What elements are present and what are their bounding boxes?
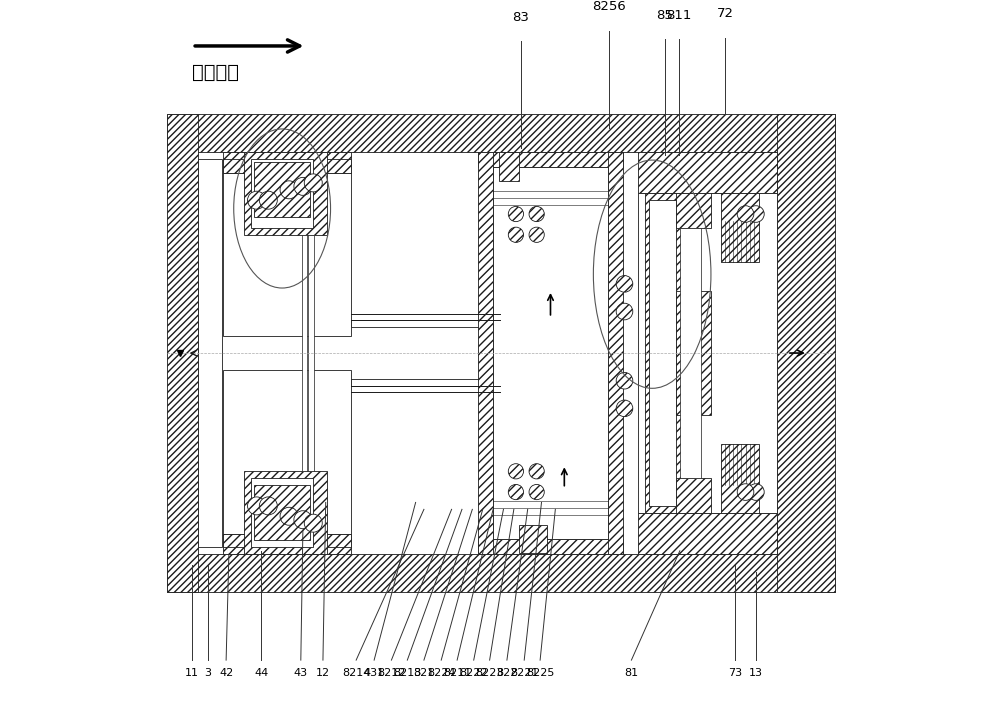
Bar xyxy=(254,485,310,541)
Text: 8211: 8211 xyxy=(443,669,471,678)
Bar xyxy=(680,228,701,478)
Text: 8225: 8225 xyxy=(526,669,554,678)
Circle shape xyxy=(304,174,322,192)
Circle shape xyxy=(529,207,544,221)
Text: 13: 13 xyxy=(749,669,763,678)
Bar xyxy=(198,159,222,548)
Circle shape xyxy=(616,303,633,320)
Circle shape xyxy=(748,206,764,222)
Circle shape xyxy=(737,206,754,222)
Circle shape xyxy=(529,227,544,243)
Circle shape xyxy=(616,400,633,417)
Text: 压缩冲程: 压缩冲程 xyxy=(192,63,239,82)
Circle shape xyxy=(529,484,544,500)
Bar xyxy=(499,152,519,181)
Circle shape xyxy=(304,514,322,532)
Circle shape xyxy=(294,177,312,195)
Bar xyxy=(721,444,759,512)
Text: 12: 12 xyxy=(316,669,330,678)
Bar xyxy=(254,162,310,217)
Text: 8213: 8213 xyxy=(393,669,421,678)
Text: 44: 44 xyxy=(254,669,269,678)
Bar xyxy=(223,159,254,172)
Text: 72: 72 xyxy=(717,7,734,20)
Text: 821: 821 xyxy=(413,669,435,678)
Bar xyxy=(676,291,711,415)
Bar xyxy=(721,193,759,262)
Text: 8214: 8214 xyxy=(342,669,370,678)
Bar xyxy=(223,534,351,554)
Circle shape xyxy=(294,510,312,529)
Circle shape xyxy=(259,497,277,515)
Bar xyxy=(478,539,623,554)
Bar xyxy=(638,512,777,554)
Circle shape xyxy=(737,484,754,501)
Bar xyxy=(676,478,711,512)
Circle shape xyxy=(616,373,633,389)
Bar xyxy=(167,114,835,152)
Text: 85: 85 xyxy=(656,8,673,22)
Bar xyxy=(223,172,351,336)
Circle shape xyxy=(529,464,544,479)
Bar xyxy=(676,193,711,228)
Bar xyxy=(223,152,351,172)
Circle shape xyxy=(508,484,524,500)
Text: 83: 83 xyxy=(512,11,529,24)
Circle shape xyxy=(508,207,524,221)
Bar xyxy=(251,159,313,228)
Text: 81: 81 xyxy=(624,669,638,678)
Circle shape xyxy=(248,191,266,209)
Bar xyxy=(320,159,351,172)
Circle shape xyxy=(616,276,633,292)
Text: 43: 43 xyxy=(294,669,308,678)
Circle shape xyxy=(248,497,266,515)
Circle shape xyxy=(280,181,298,199)
Text: 8256: 8256 xyxy=(592,1,625,13)
Bar xyxy=(223,370,351,534)
Bar xyxy=(478,152,493,554)
Bar xyxy=(645,193,683,512)
Circle shape xyxy=(280,508,298,525)
Bar xyxy=(302,235,307,471)
Circle shape xyxy=(748,484,764,501)
Text: 822: 822 xyxy=(496,669,518,678)
Bar xyxy=(638,152,777,193)
Bar xyxy=(351,320,500,327)
Bar xyxy=(777,114,835,593)
Bar xyxy=(638,193,777,512)
Text: 8212: 8212 xyxy=(377,669,406,678)
Bar xyxy=(167,554,835,593)
Text: 42: 42 xyxy=(219,669,233,678)
Circle shape xyxy=(508,227,524,243)
Text: 8222: 8222 xyxy=(459,669,488,678)
Text: 8221: 8221 xyxy=(510,669,538,678)
Bar xyxy=(493,167,608,539)
Text: 11: 11 xyxy=(185,669,199,678)
Text: 811: 811 xyxy=(666,8,692,22)
Bar xyxy=(244,152,327,235)
Bar xyxy=(244,471,327,554)
Text: 431: 431 xyxy=(364,669,385,678)
Bar xyxy=(251,478,313,548)
Text: 8223: 8223 xyxy=(475,669,504,678)
Bar xyxy=(478,152,623,167)
Bar xyxy=(308,235,314,471)
Bar xyxy=(519,525,547,553)
Bar xyxy=(649,200,676,506)
Bar xyxy=(608,152,623,554)
Circle shape xyxy=(508,464,524,479)
Bar xyxy=(320,534,351,548)
Circle shape xyxy=(259,191,277,209)
Text: 73: 73 xyxy=(728,669,742,678)
Bar xyxy=(167,114,198,593)
Text: 8224: 8224 xyxy=(427,669,455,678)
Bar xyxy=(223,534,254,548)
Bar xyxy=(351,380,500,386)
Text: 3: 3 xyxy=(205,669,212,678)
